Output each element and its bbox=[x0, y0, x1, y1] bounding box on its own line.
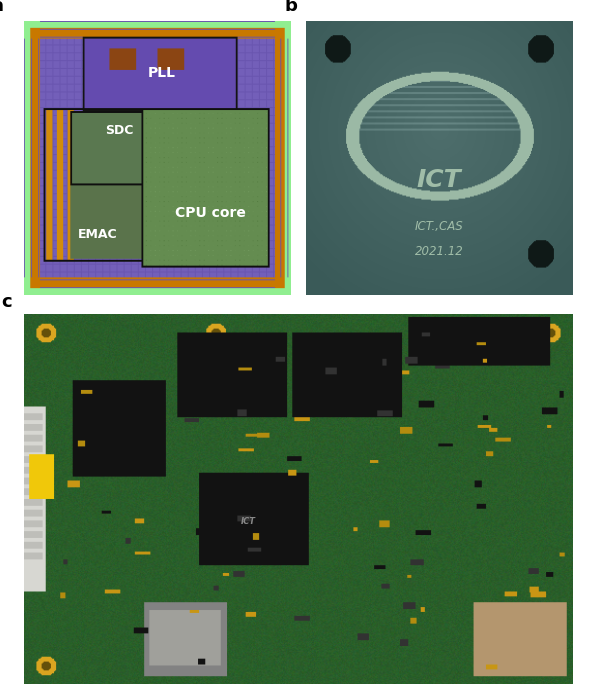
Text: b: b bbox=[284, 0, 297, 15]
Text: ICT: ICT bbox=[241, 517, 256, 526]
Text: SDC: SDC bbox=[105, 124, 134, 137]
Text: ICT.,CAS: ICT.,CAS bbox=[415, 220, 464, 233]
Text: 2021.12: 2021.12 bbox=[415, 244, 464, 258]
Text: c: c bbox=[2, 292, 12, 311]
Text: a: a bbox=[0, 0, 4, 15]
Text: PLL: PLL bbox=[148, 66, 176, 80]
Text: CPU core: CPU core bbox=[175, 206, 245, 220]
Text: ICT: ICT bbox=[417, 168, 461, 192]
Text: EMAC: EMAC bbox=[78, 228, 118, 241]
